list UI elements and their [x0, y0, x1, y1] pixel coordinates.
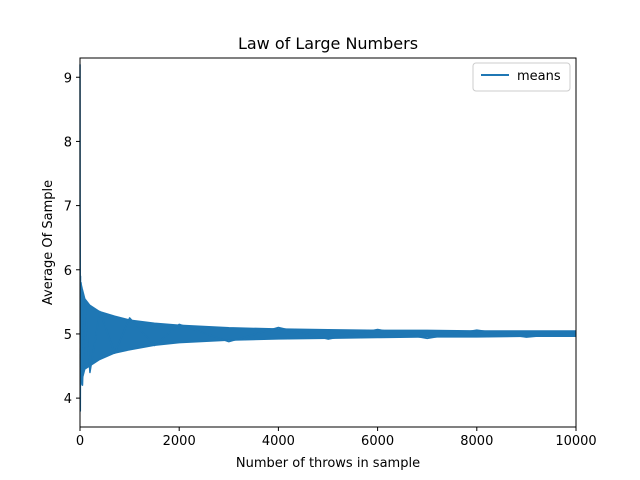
x-tick-label: 4000: [262, 434, 295, 449]
y-tick-label: 6: [64, 264, 72, 279]
x-axis: 0 2000 4000 6000 8000 10000: [76, 427, 597, 449]
plot-background: [80, 58, 576, 427]
plot-area: 0 2000 4000 6000 8000 10000 4 5 6 7 8 9: [64, 57, 597, 449]
x-tick-label: 6000: [361, 434, 394, 449]
chart-title: Law of Large Numbers: [238, 34, 418, 53]
plot-frame: [79, 57, 577, 428]
x-tick-label: 0: [76, 434, 84, 449]
y-axis-label: Average Of Sample: [41, 180, 56, 305]
legend: means: [472, 62, 571, 92]
y-axis: 4 5 6 7 8 9: [64, 71, 80, 407]
y-tick-label: 8: [64, 135, 72, 150]
y-tick-label: 7: [64, 200, 72, 215]
legend-label-means: means: [517, 69, 561, 84]
x-tick-label: 2000: [163, 434, 196, 449]
legend-box: [472, 62, 571, 92]
y-tick-label: 4: [64, 392, 72, 407]
x-tick-label: 8000: [460, 434, 493, 449]
y-tick-label: 9: [64, 71, 72, 86]
y-tick-label: 5: [64, 328, 72, 343]
x-axis-label: Number of throws in sample: [236, 456, 420, 471]
x-tick-label: 10000: [555, 434, 596, 449]
